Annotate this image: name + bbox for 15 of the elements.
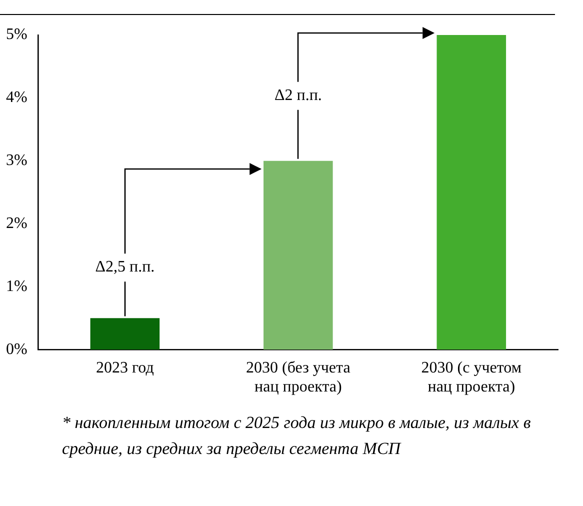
x-tick-label: 2023 год — [96, 359, 154, 376]
y-tick-label: 4% — [6, 89, 28, 106]
y-tick-label: 3% — [6, 152, 28, 170]
x-tick-label: 2030 (с учетом нац проекта) — [421, 359, 522, 396]
bar — [90, 318, 160, 350]
text: * накопленным итогом с 2025 года из микро в малые, из малых в средние, из средних за пределы сегмента МСП — [62, 412, 532, 460]
y-tick-label: 5% — [6, 26, 28, 44]
y-tick-label: 0% — [6, 340, 28, 358]
bar — [436, 35, 506, 350]
x-tick-label: 2030 (без учета нац проекта) — [246, 359, 350, 396]
bar — [264, 160, 333, 350]
annotation: Δ2,5 п.п. — [95, 258, 155, 276]
annotation: Δ2 п.п. — [274, 87, 322, 104]
y-tick-label: 1% — [6, 278, 28, 295]
y-tick-label: 2% — [6, 214, 28, 232]
